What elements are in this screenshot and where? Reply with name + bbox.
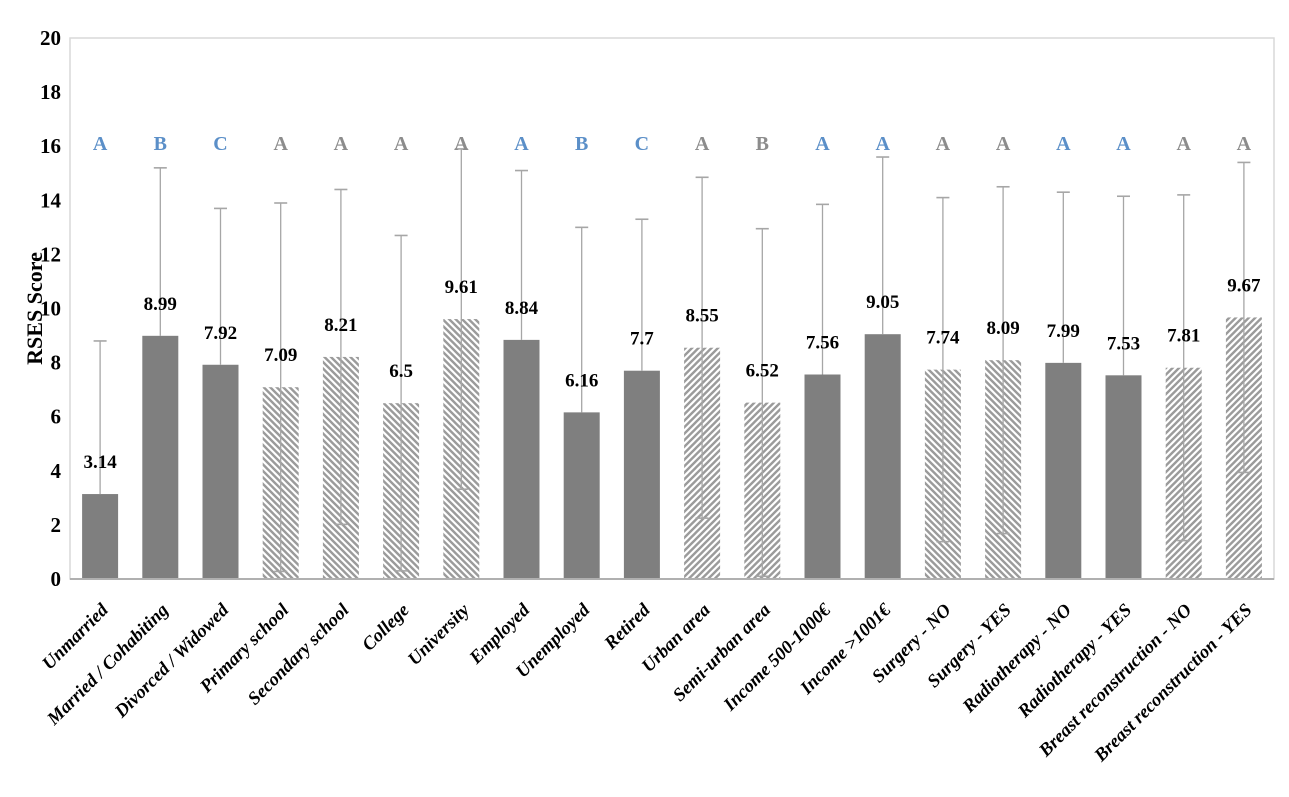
significance-letter: C — [213, 133, 227, 155]
x-axis-category-label: Radiotherapy - NO — [959, 600, 1076, 717]
y-tick-label: 0 — [51, 567, 62, 591]
value-label: 9.61 — [445, 277, 478, 298]
bar — [142, 335, 179, 579]
y-tick-label: 14 — [40, 188, 62, 212]
bar — [82, 494, 119, 579]
y-tick-label: 6 — [51, 405, 62, 429]
significance-letter: A — [1237, 133, 1252, 155]
x-axis-category-label: College — [359, 600, 414, 655]
significance-letter: A — [996, 133, 1011, 155]
significance-letter: A — [875, 133, 890, 155]
x-axis-category-label: Secondary school — [244, 600, 354, 710]
bar — [1045, 362, 1082, 579]
significance-letter: A — [695, 133, 710, 155]
significance-letter: A — [394, 133, 409, 155]
significance-letter: A — [815, 133, 830, 155]
significance-letter: A — [1176, 133, 1191, 155]
y-tick-label: 20 — [40, 26, 61, 50]
significance-letter: C — [635, 133, 649, 155]
significance-letter: A — [454, 133, 469, 155]
value-label: 6.5 — [389, 361, 413, 382]
significance-letter: A — [1116, 133, 1131, 155]
value-label: 3.14 — [83, 452, 117, 473]
significance-letter: A — [273, 133, 288, 155]
y-axis-title: RSES Score — [22, 252, 47, 365]
value-label: 7.74 — [926, 328, 960, 349]
bar — [563, 412, 600, 579]
value-label: 7.92 — [204, 323, 237, 344]
plot-area-border — [69, 37, 1275, 580]
y-tick-label: 18 — [40, 80, 61, 104]
y-tick-label: 10 — [40, 297, 61, 321]
significance-letter: B — [756, 133, 769, 155]
x-axis-category-label: Income 500-1000€ — [720, 600, 836, 716]
significance-letter: A — [514, 133, 529, 155]
value-label: 7.53 — [1107, 333, 1140, 354]
significance-letter: B — [575, 133, 588, 155]
x-axis-category-label: Radiotherapy - YES — [1014, 600, 1136, 722]
x-axis-category-label: Retired — [600, 600, 655, 655]
bar-group: 7.7 C Retired — [600, 133, 660, 654]
significance-letter: A — [1056, 133, 1071, 155]
value-label: 8.21 — [324, 315, 357, 336]
y-tick-label: 2 — [51, 513, 62, 537]
value-label: 8.84 — [505, 298, 539, 319]
y-tick-label: 8 — [51, 351, 62, 375]
significance-letter: A — [93, 133, 108, 155]
value-label: 9.67 — [1227, 275, 1261, 296]
value-label: 6.16 — [565, 370, 598, 391]
value-label: 7.81 — [1167, 326, 1200, 347]
x-axis-category-label: University — [404, 600, 474, 670]
bar — [864, 334, 901, 579]
significance-letter: A — [334, 133, 349, 155]
bar — [804, 374, 841, 579]
value-label: 7.09 — [264, 345, 297, 366]
bar-group: 6.5 A College — [359, 133, 420, 655]
bar — [202, 364, 239, 579]
bar — [1105, 375, 1142, 579]
value-label: 6.52 — [746, 361, 779, 382]
value-label: 7.7 — [630, 329, 654, 350]
value-label: 8.09 — [986, 318, 1019, 339]
y-tick-label: 12 — [40, 242, 61, 266]
y-tick-label: 4 — [51, 459, 62, 483]
y-tick-label: 16 — [40, 134, 61, 158]
x-axis-category-label: Divorced / Widowed — [111, 600, 234, 723]
bar — [623, 370, 660, 579]
significance-letter: A — [936, 133, 951, 155]
value-label: 9.05 — [866, 292, 899, 313]
bar — [503, 339, 540, 579]
significance-letter: B — [154, 133, 167, 155]
value-label: 8.99 — [144, 294, 177, 315]
value-label: 7.99 — [1047, 321, 1080, 342]
bar-group: 9.61 A University — [404, 133, 480, 670]
value-label: 8.55 — [685, 306, 718, 327]
value-label: 7.56 — [806, 333, 839, 354]
